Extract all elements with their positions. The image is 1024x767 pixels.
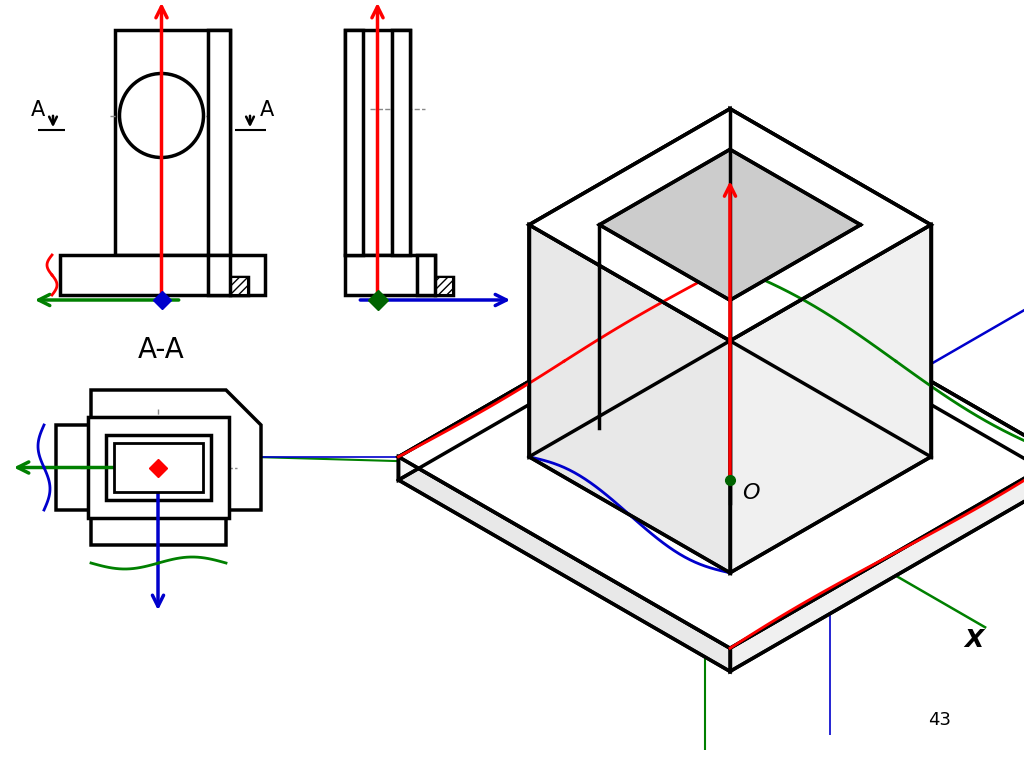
Text: A: A — [31, 100, 45, 120]
Polygon shape — [730, 109, 931, 457]
Bar — [208, 255, 230, 295]
Bar — [106, 435, 211, 500]
Polygon shape — [529, 109, 931, 341]
Polygon shape — [56, 390, 261, 545]
Polygon shape — [730, 265, 1024, 480]
Bar — [435, 277, 453, 295]
Text: 43: 43 — [929, 711, 951, 729]
Bar — [88, 417, 229, 518]
Text: A-A: A-A — [138, 336, 185, 364]
Polygon shape — [730, 457, 1024, 671]
Bar — [88, 417, 229, 518]
Polygon shape — [529, 225, 730, 573]
Bar — [417, 255, 435, 295]
Bar — [345, 255, 435, 295]
Text: A: A — [260, 100, 274, 120]
Bar — [208, 30, 230, 255]
Bar — [435, 277, 453, 295]
Text: O: O — [742, 483, 760, 503]
Polygon shape — [398, 457, 730, 671]
Text: X: X — [965, 628, 984, 652]
Polygon shape — [398, 265, 1024, 648]
Bar — [230, 277, 248, 295]
Bar — [60, 255, 265, 295]
Bar — [208, 255, 230, 295]
Bar — [115, 30, 230, 255]
Bar — [345, 30, 410, 255]
Polygon shape — [398, 265, 730, 480]
Bar — [114, 443, 203, 492]
Bar — [208, 30, 230, 255]
Bar — [392, 30, 410, 255]
Polygon shape — [599, 150, 860, 300]
Bar — [230, 277, 248, 295]
Circle shape — [120, 74, 204, 157]
Bar — [345, 30, 362, 255]
Bar — [345, 30, 362, 255]
Bar — [392, 30, 410, 255]
Polygon shape — [529, 109, 730, 457]
Polygon shape — [730, 225, 931, 573]
Bar — [417, 255, 435, 295]
